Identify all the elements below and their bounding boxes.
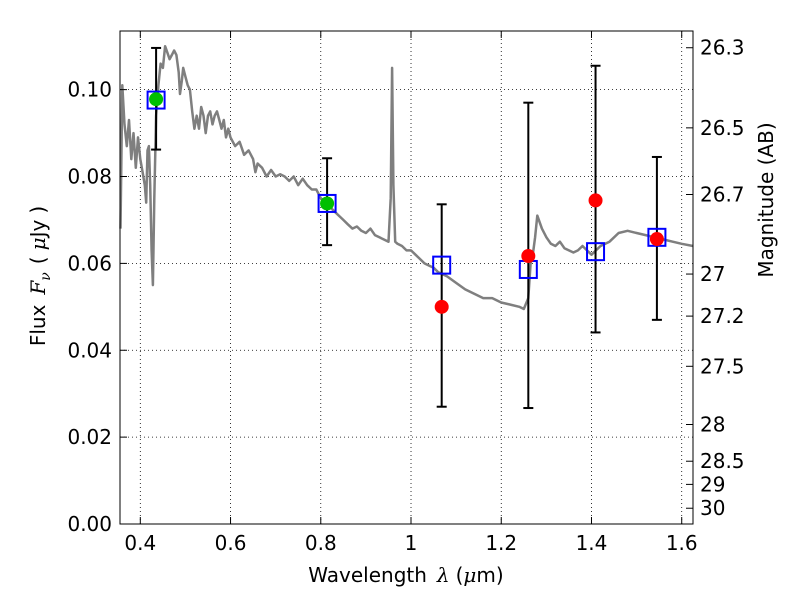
x-tick-label: 1.4 bbox=[576, 531, 608, 555]
y2-axis-title: Magnitude (AB) bbox=[754, 122, 778, 277]
y-axis-unit-open: ( bbox=[26, 256, 50, 264]
x-tick-label: 0.8 bbox=[305, 531, 337, 555]
magnitude-tick-label: 30 bbox=[700, 496, 725, 520]
nondetection-point bbox=[649, 232, 664, 247]
y-axis-subscript: ν bbox=[38, 272, 54, 281]
x-tick-label: 1.6 bbox=[666, 531, 698, 555]
model-spectrum-layer bbox=[119, 44, 694, 311]
magnitude-tick-label: 26.7 bbox=[700, 183, 745, 207]
y-axis-title: Flux Fν ( μJy) bbox=[26, 206, 54, 346]
y-tick-label: 0.06 bbox=[67, 251, 112, 275]
x-tick-label: 0.6 bbox=[215, 531, 247, 555]
x-axis-unit-open: ( bbox=[456, 563, 464, 587]
x-tick-label: 1.2 bbox=[485, 531, 517, 555]
model-spectrum-line bbox=[119, 44, 694, 311]
x-axis-title: Wavelength λ (μm) bbox=[308, 563, 503, 587]
detection-point bbox=[320, 196, 335, 211]
nondetection-point bbox=[434, 299, 449, 314]
model-photometry-box bbox=[432, 255, 452, 275]
model-photometry-box bbox=[146, 90, 166, 110]
magnitude-tick-label: 27.5 bbox=[700, 354, 745, 378]
y-axis-unit-mu: μ bbox=[26, 237, 50, 250]
y-tick-label: 0.04 bbox=[67, 338, 112, 362]
x-axis-label: Wavelength bbox=[308, 563, 427, 587]
nondetection-point bbox=[521, 248, 536, 263]
y-axis-unit-close: ) bbox=[26, 206, 50, 214]
magnitude-tick-label: 26.5 bbox=[700, 116, 745, 140]
x-tick-label: 1 bbox=[405, 531, 418, 555]
x-axis-unit-rest: m) bbox=[476, 563, 503, 587]
data-points-layer bbox=[146, 46, 667, 410]
nondetection-point bbox=[588, 193, 603, 208]
x-axis-symbol: λ bbox=[436, 563, 450, 587]
magnitude-tick-label: 28.5 bbox=[700, 449, 745, 473]
y-axis-label: Flux bbox=[26, 304, 50, 346]
y-tick-label: 0.08 bbox=[67, 165, 112, 189]
magnitude-tick-label: 27 bbox=[700, 262, 725, 286]
model-photometry-box bbox=[317, 193, 337, 213]
y-tick-label: 0.02 bbox=[67, 425, 112, 449]
x-axis-ticks: 0.4 0.6 0.8 1 1.2 1.4 1.6 bbox=[124, 31, 698, 555]
magnitude-tick-label: 27.2 bbox=[700, 304, 745, 328]
x-tick-label: 0.4 bbox=[124, 531, 156, 555]
plot-frame bbox=[119, 30, 694, 525]
y-tick-label: 0.10 bbox=[67, 78, 112, 102]
detection-point bbox=[149, 92, 164, 107]
magnitude-tick-label: 29 bbox=[700, 472, 725, 496]
y-axis-unit-rest: Jy bbox=[26, 219, 50, 239]
y-axis-symbol: F bbox=[26, 280, 50, 296]
magnitude-tick-label: 28 bbox=[700, 412, 725, 436]
y2-axis-title-group: Magnitude (AB) bbox=[754, 122, 778, 277]
y-axis-title-group: Flux Fν ( μJy) bbox=[26, 206, 54, 346]
x-axis-unit-mu: μ bbox=[463, 563, 476, 587]
y-tick-label: 0.00 bbox=[67, 512, 112, 536]
model-photometry-box bbox=[586, 242, 606, 262]
magnitude-tick-label: 26.3 bbox=[700, 36, 745, 60]
y-axis-ticks: 0.00 0.02 0.04 0.06 0.08 0.10 bbox=[67, 78, 127, 536]
